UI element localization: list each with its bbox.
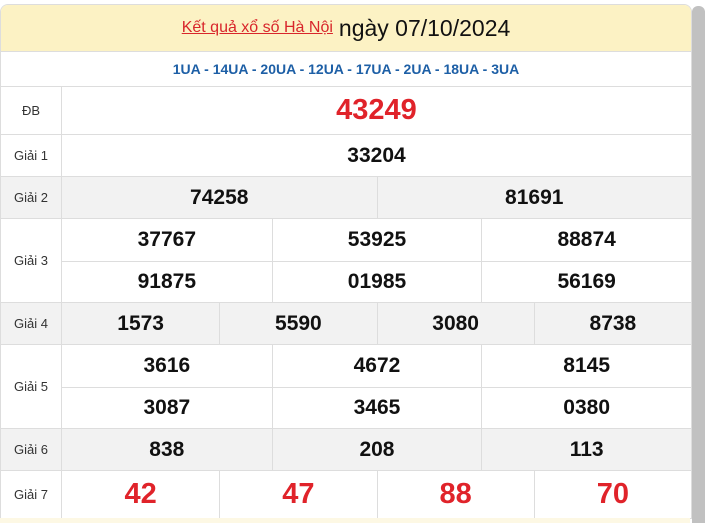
prize-label: Giải 4 [1, 303, 62, 344]
table-header: Kết quả xổ số Hà Nội ngày 07/10/2024 [1, 5, 691, 51]
title-link[interactable]: Kết quả xổ số Hà Nội [181, 19, 333, 36]
prize-number: 0380 [481, 386, 691, 428]
prize-number: 81691 [376, 177, 692, 218]
prize-number: 3465 [271, 386, 482, 428]
prize-label: Giải 7 [1, 471, 62, 518]
prize-number: 88874 [481, 219, 691, 261]
prize-label: Giải 5 [1, 345, 62, 428]
prize-row: ĐB 43249 [1, 86, 691, 134]
prize-number: 838 [149, 437, 185, 461]
draw-date: ngày 07/10/2024 [338, 14, 511, 41]
draw-codes: 1UA - 14UA - 20UA - 12UA - 17UA - 2UA - … [1, 51, 691, 86]
prize-number: 3080 [376, 303, 534, 344]
prize-number: 8145 [481, 345, 691, 387]
prize-row: Giải 3 37767 53925 88874 91875 01985 56169 [1, 218, 691, 302]
prize-row: Giải 1 33204 [1, 134, 691, 176]
prize-number: 33204 [347, 143, 406, 167]
prize-number: 70 [533, 471, 691, 518]
prize-label: Giải 2 [1, 177, 62, 218]
footer-bar [0, 518, 690, 523]
prize-number: 37767 [137, 227, 197, 251]
prize-row: Giải 5 3616 4672 8145 3087 3465 0380 [1, 344, 691, 428]
prize-row: Giải 6 838 208 113 [1, 428, 691, 470]
prize-number: 53925 [271, 219, 482, 261]
prize-number: 4672 [271, 345, 482, 387]
prize-number: 8738 [533, 303, 691, 344]
prize-number: 208 [271, 429, 482, 470]
prize-number: 5590 [219, 303, 376, 344]
prize-number: 88 [376, 471, 534, 518]
prize-number: 47 [219, 471, 376, 518]
prize-number: 113 [481, 429, 691, 470]
prize-number: 74258 [190, 185, 249, 209]
prize-number: 01985 [271, 260, 482, 302]
prize-number: 91875 [62, 260, 272, 303]
results-table: Kết quả xổ số Hà Nội ngày 07/10/2024 1UA… [0, 4, 692, 519]
prize-number: 3616 [143, 353, 191, 377]
prize-number: 43249 [336, 94, 417, 126]
prize-number: 42 [124, 478, 157, 510]
prize-row: Giải 2 74258 81691 [1, 176, 691, 218]
prize-number: 1573 [117, 311, 164, 335]
prize-row: Giải 4 1573 5590 3080 8738 [1, 302, 691, 344]
prize-row: Giải 7 42 47 88 70 [1, 470, 691, 518]
prize-label: Giải 1 [1, 135, 62, 176]
prize-label: Giải 6 [1, 429, 62, 470]
prize-label: ĐB [1, 87, 62, 134]
prize-number: 3087 [62, 386, 272, 429]
scrollbar[interactable] [692, 6, 705, 523]
prize-number: 56169 [481, 260, 691, 302]
prize-label: Giải 3 [1, 219, 62, 302]
